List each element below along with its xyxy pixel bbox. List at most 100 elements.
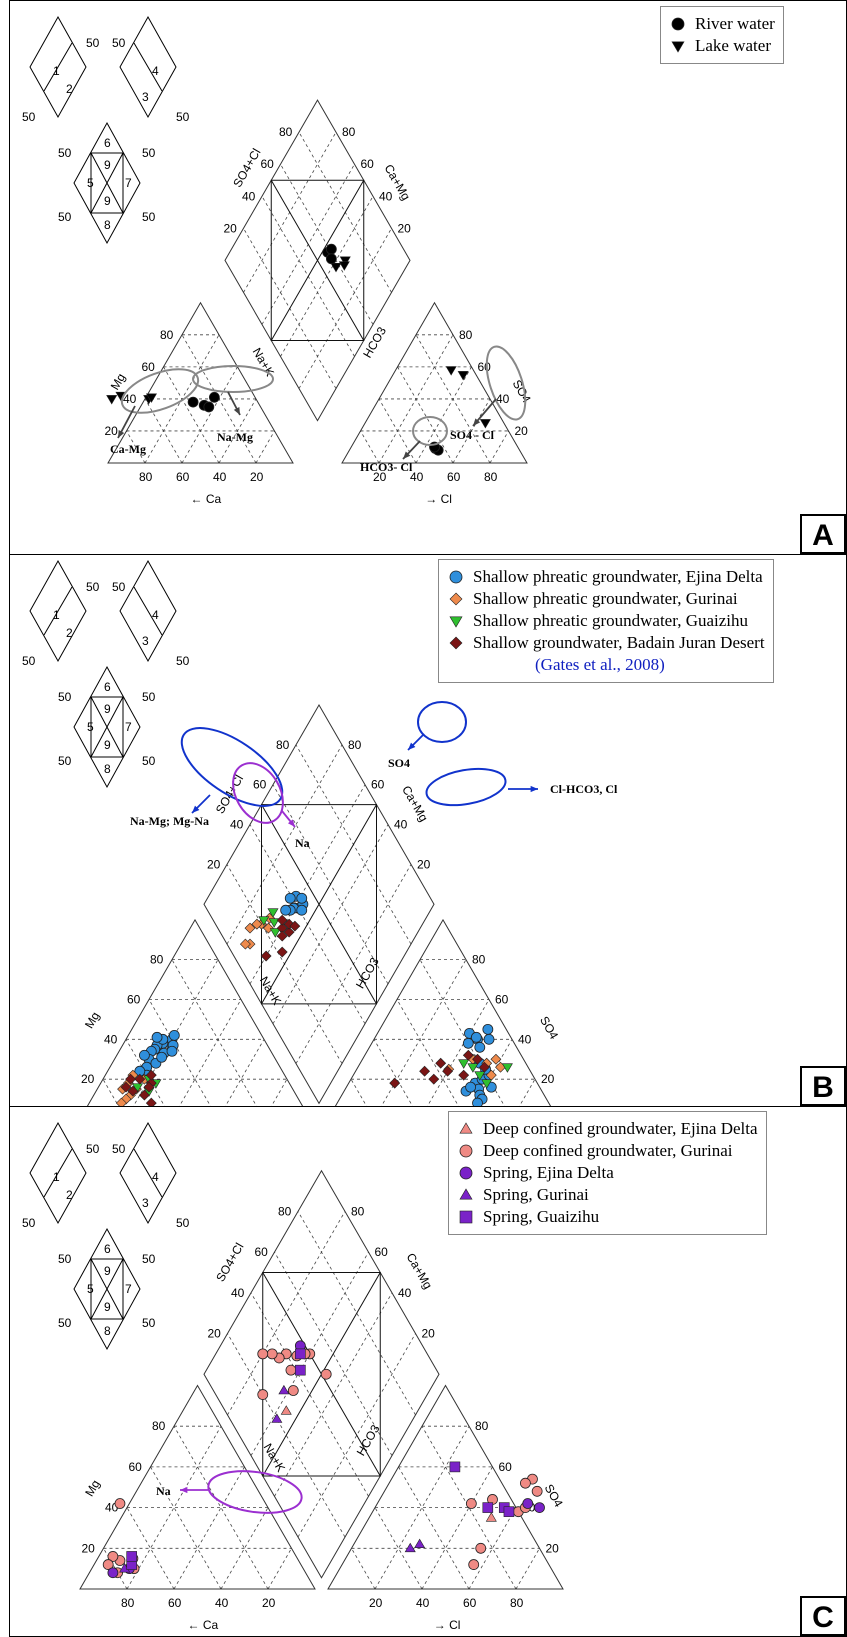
mini-label: 50 [142, 210, 156, 224]
grid-line [421, 1425, 517, 1590]
data-point [445, 366, 457, 376]
arrow-head [403, 451, 411, 459]
legend-item: Deep confined groundwater, Ejina Delta [457, 1118, 758, 1140]
legend-item: Shallow phreatic groundwater, Guaizihu [447, 610, 765, 632]
axis-label-so4cl: SO4+Cl [213, 1240, 246, 1284]
tick-label: 80 [351, 1204, 365, 1218]
legend-marker [459, 1188, 473, 1200]
tick-label: 80 [472, 953, 486, 967]
data-point [449, 1461, 461, 1473]
panel-b: 2020202020204040404040406060606060608080… [9, 554, 847, 1107]
mini-label: 50 [142, 1252, 156, 1266]
legend-marker [449, 636, 463, 650]
tick-label: 20 [105, 424, 119, 438]
data-point [145, 1097, 157, 1106]
mini-label: 5 [87, 176, 94, 190]
legend-marker [449, 570, 463, 584]
tick-label: 80 [278, 1204, 292, 1218]
legend-marker [459, 1210, 473, 1224]
grid-line [515, 1548, 540, 1590]
arrow-head [192, 805, 200, 813]
tick-label: 60 [447, 470, 461, 484]
mini-label: 9 [104, 702, 111, 716]
mini-label: 6 [104, 136, 111, 150]
tick-label: 20 [82, 1541, 96, 1555]
data-point [457, 371, 469, 381]
cation-triangle [86, 918, 304, 1106]
data-point [127, 1085, 139, 1097]
mini-label: 6 [104, 680, 111, 694]
mini-label: 50 [112, 1142, 126, 1156]
panel-label-c: C [800, 1596, 846, 1636]
mini-label: 4 [152, 608, 159, 622]
legend-marker [459, 1166, 473, 1180]
tick-label: 60 [478, 360, 492, 374]
annotation-so4-cl: SO4 - Cl [450, 428, 495, 442]
data-point [474, 1071, 486, 1081]
anion-triangle [341, 301, 528, 464]
mini-label: 8 [104, 762, 111, 776]
data-point [485, 1512, 497, 1522]
grid-line [126, 1507, 175, 1590]
grid-line [173, 1425, 269, 1590]
arrow-na [180, 1486, 208, 1494]
data-point [482, 1502, 494, 1513]
legend-symbol [459, 1188, 473, 1200]
data-point [458, 1069, 470, 1081]
tick-label: 40 [213, 470, 227, 484]
anion-triangle [327, 1384, 564, 1590]
mini-label: 9 [104, 158, 111, 172]
mini-divider [43, 1148, 73, 1198]
data-point [479, 419, 491, 429]
panel-c: 2020202020204040404040406060606060608080… [9, 1106, 847, 1637]
legend-text: Spring, Ejina Delta [483, 1163, 614, 1182]
grid-line [374, 1425, 470, 1590]
tick-label: 80 [484, 470, 498, 484]
data-point [481, 1079, 493, 1089]
grid-line [271, 1078, 288, 1106]
legend-item: Lake water [669, 35, 775, 57]
mini-diagrams [29, 15, 177, 245]
annotation-ca-mg: Ca-Mg [110, 442, 146, 456]
legend-symbol [459, 1144, 473, 1158]
data-point [465, 1081, 477, 1093]
arrow-head [287, 819, 295, 827]
legend-text: Spring, Gurinai [483, 1185, 589, 1204]
data-point [276, 930, 288, 942]
grid-line [519, 1078, 536, 1106]
data-point [285, 1364, 297, 1376]
data-point [531, 1485, 543, 1497]
axis-label-cl: → Cl [425, 492, 452, 506]
grid-line [398, 1466, 470, 1590]
data-point [501, 1063, 513, 1073]
mini-label: 50 [176, 1216, 190, 1230]
tick-label: 40 [123, 392, 137, 406]
ellipse-na [232, 762, 284, 824]
data-point [143, 1081, 155, 1093]
tick-label: 20 [262, 1596, 276, 1610]
legend-text: Spring, Guaizihu [483, 1207, 600, 1226]
data-point [203, 401, 215, 413]
data-point [120, 1081, 132, 1093]
diamond [203, 704, 435, 1105]
data-point [325, 243, 337, 255]
mini-label: 2 [66, 82, 73, 96]
mini-label: 7 [125, 720, 132, 734]
legend-symbol [671, 17, 685, 31]
data-point [295, 1364, 306, 1376]
tick-label: 80 [342, 125, 356, 139]
annotation-na: Na [156, 1484, 171, 1498]
legend-marker [671, 17, 685, 31]
axis-label-so4: SO4 [537, 1014, 561, 1042]
data-point [260, 950, 272, 962]
axis-label-hco3: HCO3 [354, 1422, 383, 1458]
tick-label: 20 [224, 221, 238, 235]
legend-item: Spring, Ejina Delta [457, 1162, 758, 1184]
data-point [470, 1031, 482, 1043]
axis-label-mg: Mg [108, 371, 128, 392]
mini-divider [90, 152, 124, 214]
arrow-hco3-cl [402, 440, 421, 460]
diamond [203, 1169, 440, 1579]
mini-label: 2 [66, 626, 73, 640]
data-point [520, 1477, 531, 1489]
